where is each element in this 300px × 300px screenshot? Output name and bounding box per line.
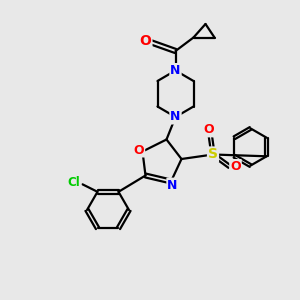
Text: O: O: [134, 143, 144, 157]
Text: O: O: [203, 123, 214, 136]
Text: O: O: [230, 160, 241, 173]
Text: N: N: [170, 110, 181, 124]
Text: O: O: [140, 34, 152, 48]
Text: N: N: [167, 178, 178, 192]
Text: N: N: [170, 64, 181, 77]
Text: S: S: [208, 148, 218, 161]
Text: Cl: Cl: [68, 176, 80, 189]
